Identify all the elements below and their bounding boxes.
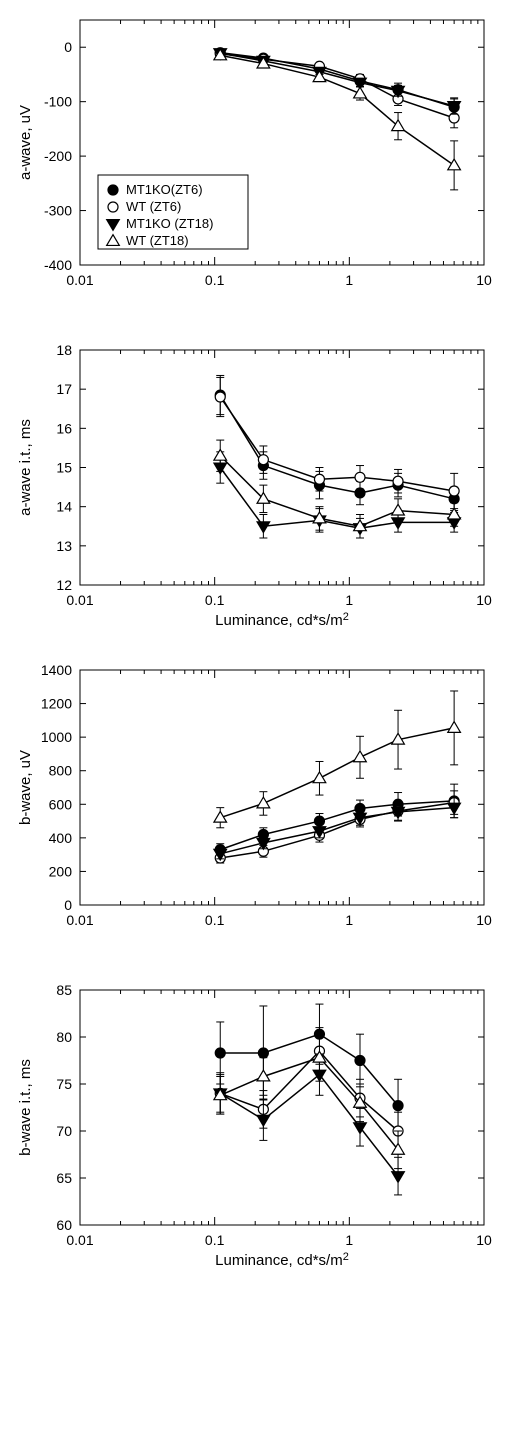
svg-text:0.1: 0.1 <box>205 1232 225 1248</box>
svg-text:10: 10 <box>476 592 492 608</box>
svg-text:13: 13 <box>56 538 72 554</box>
svg-text:12: 12 <box>56 577 72 593</box>
svg-text:WT (ZT6): WT (ZT6) <box>126 199 181 214</box>
svg-text:1000: 1000 <box>41 729 72 745</box>
svg-text:b-wave i.t., ms: b-wave i.t., ms <box>17 1059 34 1156</box>
chart-awave-it: 12 13 14 15 16 17 18 0.01 0.1 1 10 a-wave i.t., ms L… <box>10 340 499 630</box>
svg-text:1: 1 <box>345 272 353 288</box>
svg-text:0.01: 0.01 <box>66 592 93 608</box>
svg-text:65: 65 <box>56 1170 72 1186</box>
svg-text:800: 800 <box>49 763 73 779</box>
svg-text:75: 75 <box>56 1076 72 1092</box>
svg-text:0: 0 <box>64 39 72 55</box>
svg-text:15: 15 <box>56 460 72 476</box>
svg-text:1200: 1200 <box>41 696 72 712</box>
svg-text:MT1KO (ZT18): MT1KO (ZT18) <box>126 216 213 231</box>
chart-bwave-it: 60 65 70 75 80 85 0.01 0.1 1 10 b-wave i.t., ms Lum… <box>10 980 499 1270</box>
svg-text:MT1KO(ZT6): MT1KO(ZT6) <box>126 182 203 197</box>
svg-text:Luminance, cd*s/m2: Luminance, cd*s/m2 <box>215 611 349 629</box>
svg-text:a-wave i.t., ms: a-wave i.t., ms <box>17 419 34 516</box>
svg-text:0: 0 <box>64 897 72 913</box>
svg-text:14: 14 <box>56 499 72 515</box>
svg-text:Luminance, cd*s/m2: Luminance, cd*s/m2 <box>215 1251 349 1269</box>
svg-text:0.1: 0.1 <box>205 592 225 608</box>
chart-grid: 0-100-200-300-4000.010.1110a-wave, uVMT1… <box>10 10 499 1270</box>
svg-text:0.1: 0.1 <box>205 272 225 288</box>
svg-text:85: 85 <box>56 982 72 998</box>
svg-text:1: 1 <box>345 592 353 608</box>
svg-text:0.01: 0.01 <box>66 272 93 288</box>
svg-text:b-wave, uV: b-wave, uV <box>17 750 34 825</box>
svg-text:10: 10 <box>476 272 492 288</box>
svg-text:0.01: 0.01 <box>66 1232 93 1248</box>
svg-text:10: 10 <box>476 912 492 928</box>
svg-text:1400: 1400 <box>41 662 72 678</box>
svg-text:200: 200 <box>49 863 73 879</box>
svg-text:1: 1 <box>345 1232 353 1248</box>
svg-text:0.01: 0.01 <box>66 912 93 928</box>
svg-text:60: 60 <box>56 1217 72 1233</box>
svg-text:70: 70 <box>56 1123 72 1139</box>
chart-bwave: 0 200 400 600 800 1000 1200 1400 0.01 0.1 1 10 b-wav… <box>10 660 499 950</box>
svg-text:18: 18 <box>56 342 72 358</box>
svg-text:10: 10 <box>476 1232 492 1248</box>
svg-text:-200: -200 <box>44 148 72 164</box>
svg-text:400: 400 <box>49 830 73 846</box>
svg-text:-400: -400 <box>44 257 72 273</box>
svg-text:600: 600 <box>49 796 73 812</box>
svg-text:a-wave, uV: a-wave, uV <box>17 105 34 180</box>
chart-awave: 0 -100 -200 -300 -4000.01 0.1 1 10 a-wave, uV MT1… <box>10 10 499 310</box>
svg-text:0.1: 0.1 <box>205 912 225 928</box>
svg-text:1: 1 <box>345 912 353 928</box>
svg-text:80: 80 <box>56 1029 72 1045</box>
svg-text:-300: -300 <box>44 203 72 219</box>
svg-text:16: 16 <box>56 420 72 436</box>
svg-text:-100: -100 <box>44 94 72 110</box>
svg-text:17: 17 <box>56 381 72 397</box>
svg-text:WT (ZT18): WT (ZT18) <box>126 233 189 248</box>
